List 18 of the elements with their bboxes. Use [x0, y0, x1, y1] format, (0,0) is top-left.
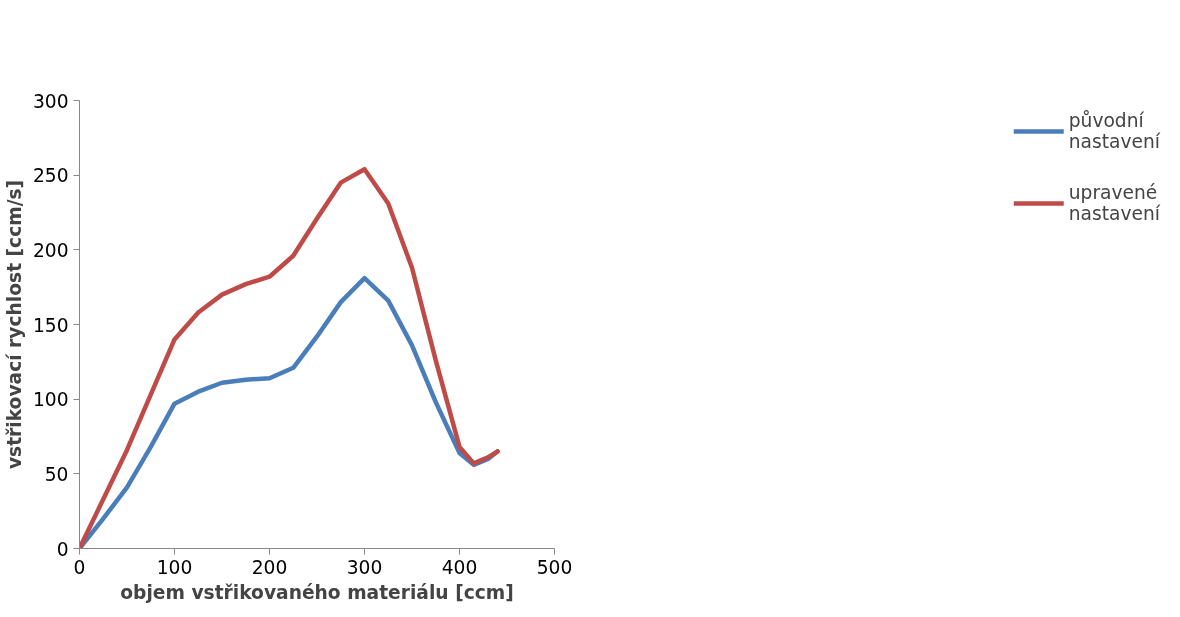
x-tick-label: 0	[73, 556, 86, 578]
line-series	[79, 166, 500, 549]
y-tick-label: 50	[44, 463, 69, 485]
y-axis-title: vstřikovací rychlost [ccm/s]	[3, 179, 25, 470]
x-tick-label: 400	[441, 556, 478, 578]
legend-label: původní nastavení	[1068, 110, 1160, 152]
legend-label: upravené nastavení	[1068, 182, 1160, 224]
x-tick-label: 200	[251, 556, 288, 578]
y-tick-label: 250	[32, 165, 69, 187]
y-tick-label: 0	[56, 538, 69, 560]
y-tick-label: 300	[32, 90, 69, 112]
x-tick-label: 300	[346, 556, 383, 578]
y-tick-label: 200	[32, 239, 69, 261]
y-tick-label: 100	[32, 389, 69, 411]
x-tick-label: 500	[536, 556, 573, 578]
x-tick-label: 100	[156, 556, 193, 578]
x-axis-title: objem vstřikovaného materiálu [ccm]	[120, 581, 514, 603]
y-tick-label: 150	[32, 314, 69, 336]
